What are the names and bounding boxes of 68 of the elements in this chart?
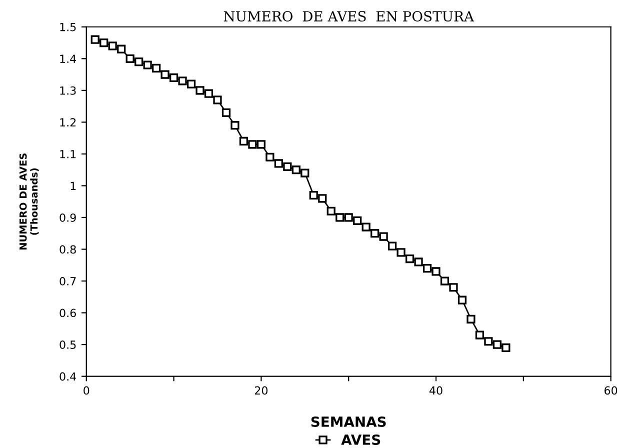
point: [143, 60, 152, 70]
point: [502, 343, 510, 352]
point: [134, 58, 144, 66]
y-tick-label: 0.9: [60, 213, 76, 222]
point: [266, 152, 274, 162]
point: [248, 140, 257, 149]
point: [414, 258, 423, 266]
point: [196, 86, 204, 95]
point: [108, 42, 117, 50]
point: [362, 222, 370, 232]
point: [239, 136, 248, 146]
y-tick-label: 0.6: [60, 308, 76, 318]
x-tick-label: 20: [254, 386, 268, 395]
point: [300, 168, 310, 178]
y-tick-label: 0.4: [60, 372, 76, 381]
y-tick-label: 1.3: [60, 86, 76, 95]
point: [222, 108, 231, 117]
point: [405, 254, 414, 264]
x-axis-title: SEMANAS: [311, 416, 386, 427]
point: [186, 80, 196, 88]
point: [292, 166, 300, 174]
point: [458, 296, 467, 304]
x-tick-label: 40: [429, 386, 442, 395]
y-tick-label: 1.4: [60, 54, 76, 63]
y-axis-title: NUMERO DE AVES (Thousands): [19, 154, 39, 250]
point: [422, 264, 432, 273]
point: [90, 35, 100, 44]
point: [160, 70, 170, 79]
point: [475, 330, 484, 340]
x-tick-label: 0: [84, 386, 90, 395]
point: [336, 213, 344, 222]
point: [283, 162, 292, 171]
point: [432, 267, 440, 276]
point: [100, 38, 108, 48]
point: [466, 314, 476, 324]
chart-title: NUMERO DE AVES EN POSTURA: [224, 11, 474, 22]
point: [353, 216, 362, 225]
point: [256, 140, 266, 149]
y-tick-label: 0.5: [60, 340, 76, 349]
point: [152, 64, 161, 72]
point: [309, 190, 318, 200]
x-tick-label: 60: [604, 386, 617, 395]
point: [230, 121, 240, 130]
point: [213, 96, 222, 104]
point: [117, 44, 126, 54]
y-tick-label: 1.1: [60, 150, 76, 158]
point: [126, 54, 134, 63]
point: [370, 229, 380, 238]
point: [204, 89, 214, 98]
point: [449, 283, 458, 292]
point: [379, 232, 388, 241]
y-tick-label: 1.2: [60, 118, 76, 126]
point: [169, 73, 178, 82]
point: [344, 213, 353, 222]
legend-label: AVES: [341, 434, 380, 445]
point: [178, 76, 187, 86]
y-tick-label: 0.7: [60, 276, 76, 286]
point: [274, 159, 283, 168]
y-tick-label: 1: [70, 182, 76, 190]
point: [318, 194, 327, 203]
y-tick-label: 0.8: [60, 245, 76, 254]
y-tick-label: 1.5: [60, 23, 76, 32]
point: [492, 340, 502, 349]
point: [440, 276, 450, 286]
point: [326, 206, 336, 216]
point: [388, 242, 397, 250]
point: [396, 248, 406, 257]
point: [484, 337, 493, 346]
